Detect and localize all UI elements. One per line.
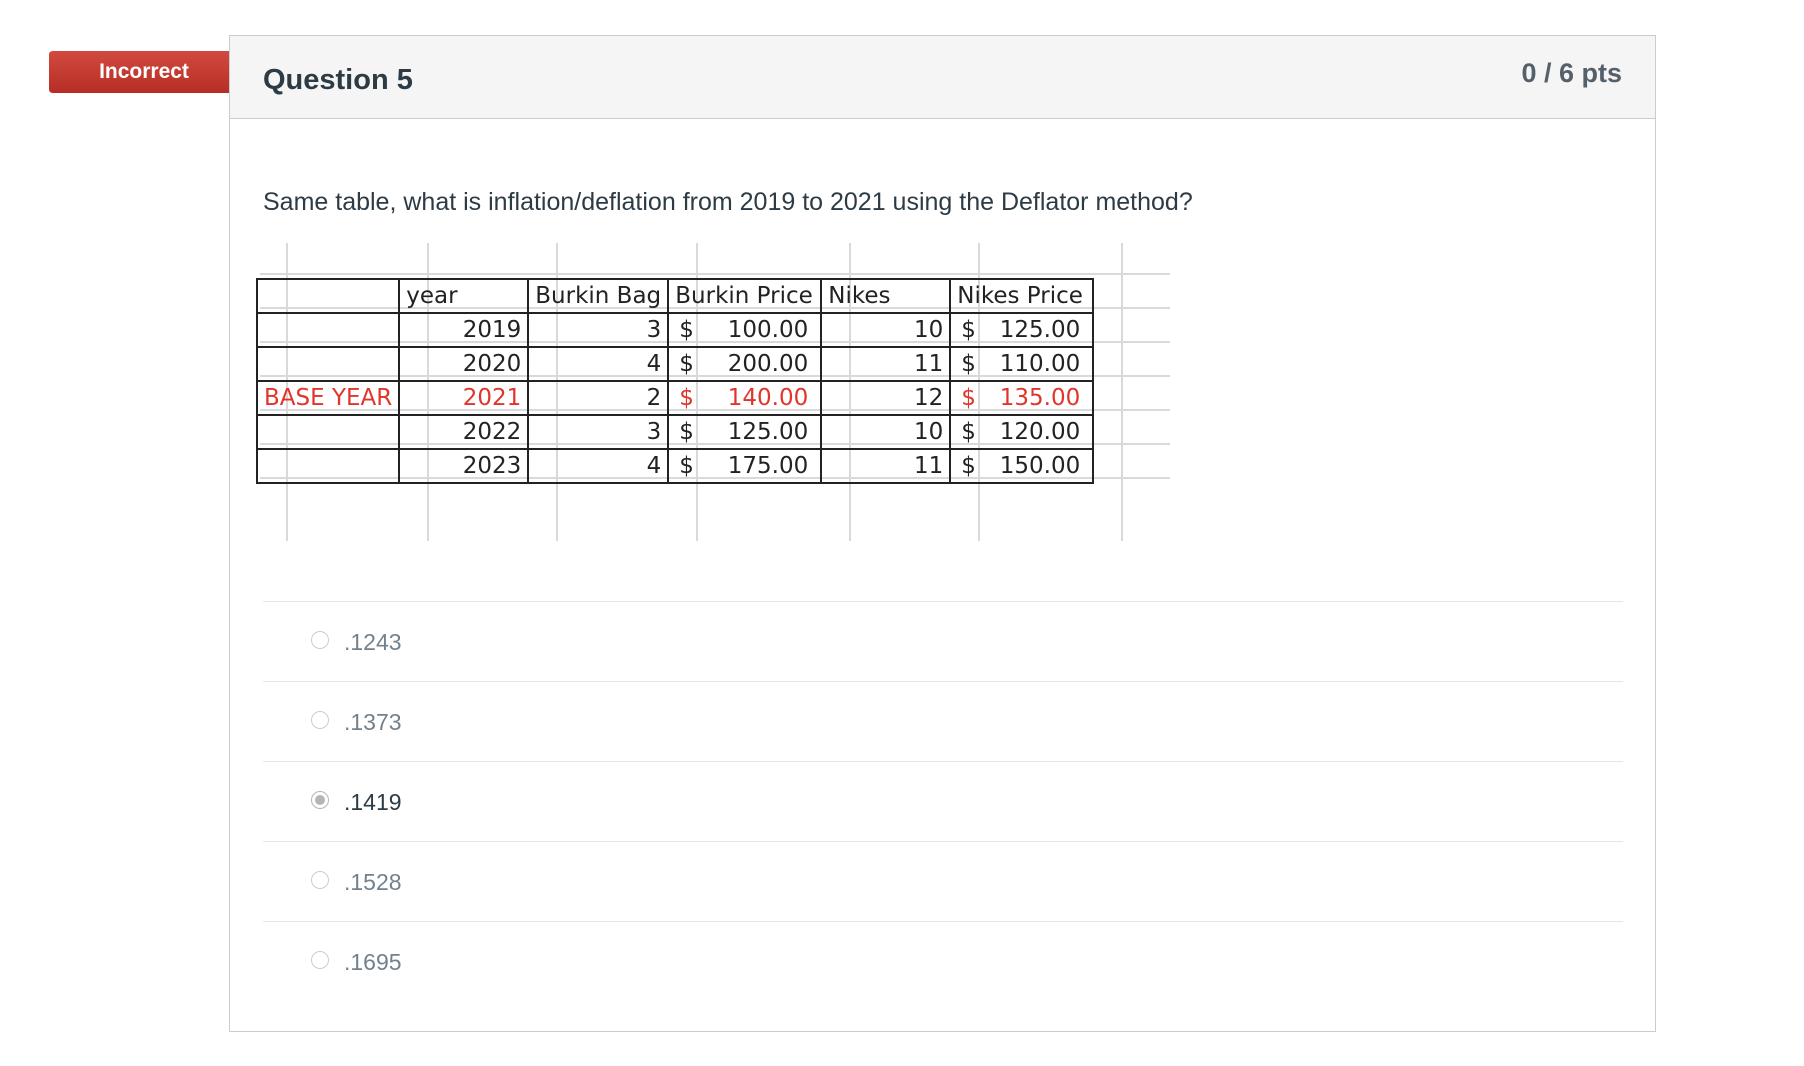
answer-label: .1419: [344, 789, 402, 815]
currency-symbol: $: [679, 385, 694, 411]
bag-price-cell: $100.00: [667, 312, 823, 348]
question-points: 0 / 6 pts: [1521, 58, 1622, 88]
currency-symbol: $: [679, 317, 694, 343]
nikes-qty-cell: 11: [820, 346, 952, 382]
price-value: 135.00: [999, 385, 1081, 411]
nikes-qty-cell: 10: [820, 312, 952, 348]
bag-qty-cell: 2: [527, 380, 670, 416]
question-header: Question 5 0 / 6 pts: [230, 36, 1655, 119]
price-value: 100.00: [727, 317, 809, 343]
nikes-price-cell: $110.00: [949, 346, 1095, 382]
currency-symbol: $: [679, 351, 694, 377]
price-value: 140.00: [727, 385, 809, 411]
price-value: 110.00: [999, 351, 1081, 377]
answer-option-selected[interactable]: .1419: [263, 761, 1623, 841]
currency-symbol: $: [679, 453, 694, 479]
nikes-qty-cell: 12: [820, 380, 952, 416]
row-label: [255, 448, 401, 484]
nikes-price-cell: $135.00: [949, 380, 1095, 416]
radio-button-selected[interactable]: [311, 791, 329, 809]
answer-option[interactable]: .1695: [263, 921, 1623, 1001]
incorrect-badge: Incorrect: [49, 51, 253, 93]
nikes-price-cell: $120.00: [949, 414, 1095, 450]
radio-button[interactable]: [311, 631, 329, 649]
answer-option[interactable]: .1528: [263, 841, 1623, 921]
nikes-qty-cell: 10: [820, 414, 952, 450]
bag-price-cell: $140.00: [667, 380, 823, 416]
question-title: Question 5: [263, 64, 413, 96]
radio-button[interactable]: [311, 951, 329, 969]
bag-qty-cell: 3: [527, 312, 670, 348]
bag-price-cell: $125.00: [667, 414, 823, 450]
nikes-price-cell: $125.00: [949, 312, 1095, 348]
table-row: 2020 4 $200.00 11 $110.00: [255, 346, 1095, 382]
header-cell: Burkin Price: [667, 278, 823, 314]
price-value: 120.00: [999, 419, 1081, 445]
answer-label: .1373: [344, 709, 402, 735]
bag-price-cell: $175.00: [667, 448, 823, 484]
table-row: 2022 3 $125.00 10 $120.00: [255, 414, 1095, 450]
header-cell: Burkin Bag: [527, 278, 670, 314]
table-row: 2023 4 $175.00 11 $150.00: [255, 448, 1095, 484]
answer-option[interactable]: .1243: [263, 601, 1623, 681]
header-cell: year: [398, 278, 530, 314]
table-row: 2019 3 $100.00 10 $125.00: [255, 312, 1095, 348]
radio-button[interactable]: [311, 711, 329, 729]
answer-list: .1243 .1373 .1419 .1528 .1695: [263, 601, 1623, 1001]
answer-label: .1528: [344, 869, 402, 895]
price-value: 125.00: [999, 317, 1081, 343]
answer-label: .1695: [344, 949, 402, 975]
badge-arrow-shape: [49, 51, 253, 93]
price-value: 200.00: [727, 351, 809, 377]
price-value: 175.00: [727, 453, 809, 479]
nikes-qty-cell: 11: [820, 448, 952, 484]
price-value: 150.00: [999, 453, 1081, 479]
question-card: Question 5 0 / 6 pts Same table, what is…: [229, 35, 1656, 1032]
nikes-price-cell: $150.00: [949, 448, 1095, 484]
answer-label: .1243: [344, 629, 402, 655]
currency-symbol: $: [961, 419, 976, 445]
table-row-base-year: BASE YEAR 2021 2 $140.00 12 $135.00: [255, 380, 1095, 416]
bag-qty-cell: 4: [527, 346, 670, 382]
bag-qty-cell: 4: [527, 448, 670, 484]
bag-qty-cell: 3: [527, 414, 670, 450]
header-cell: [255, 278, 401, 314]
price-table: year Burkin Bag Burkin Price Nikes Nikes…: [255, 278, 1095, 484]
badge-label: Incorrect: [99, 60, 189, 83]
table-header-row: year Burkin Bag Burkin Price Nikes Nikes…: [255, 278, 1095, 314]
answer-option[interactable]: .1373: [263, 681, 1623, 761]
header-cell: Nikes: [820, 278, 952, 314]
year-cell: 2021: [398, 380, 530, 416]
row-label: [255, 346, 401, 382]
year-cell: 2023: [398, 448, 530, 484]
row-label: [255, 414, 401, 450]
year-cell: 2022: [398, 414, 530, 450]
header-cell: Nikes Price: [949, 278, 1095, 314]
currency-symbol: $: [961, 385, 976, 411]
year-cell: 2019: [398, 312, 530, 348]
question-text: Same table, what is inflation/deflation …: [263, 188, 1193, 216]
currency-symbol: $: [679, 419, 694, 445]
bag-price-cell: $200.00: [667, 346, 823, 382]
radio-button[interactable]: [311, 871, 329, 889]
row-label: BASE YEAR: [255, 380, 401, 416]
currency-symbol: $: [961, 351, 976, 377]
price-value: 125.00: [727, 419, 809, 445]
row-label: [255, 312, 401, 348]
currency-symbol: $: [961, 453, 976, 479]
currency-symbol: $: [961, 317, 976, 343]
year-cell: 2020: [398, 346, 530, 382]
